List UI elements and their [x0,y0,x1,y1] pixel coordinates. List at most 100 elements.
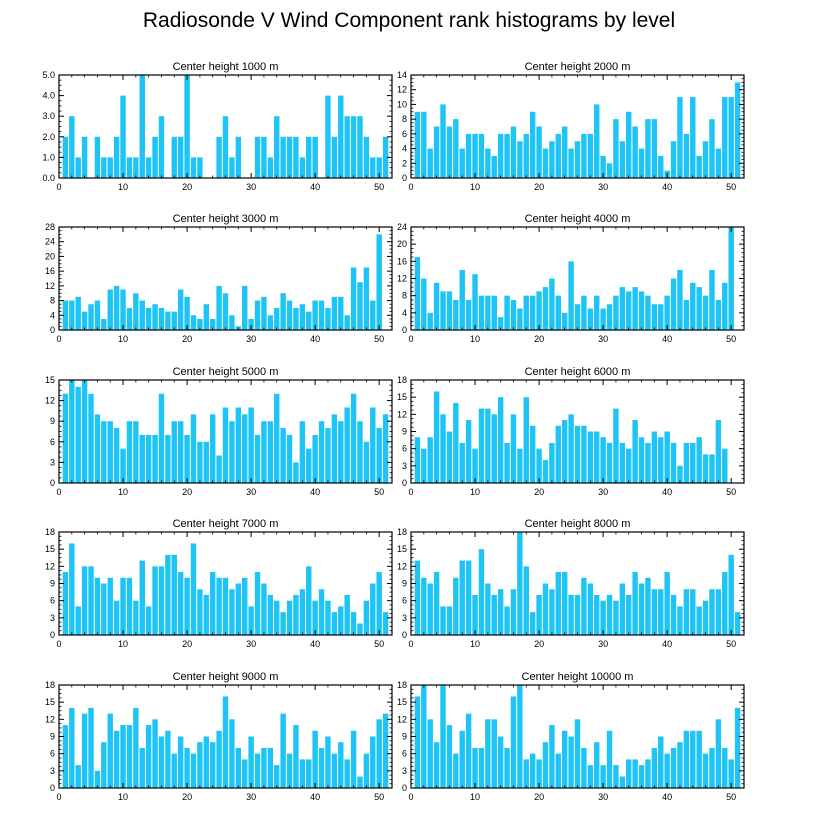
x-tick-label: 10 [118,334,128,344]
histogram-bar [235,136,242,178]
histogram-bar [120,289,126,330]
panel-title: Center height 5000 m [173,366,279,378]
histogram-bar [677,465,683,483]
histogram-bar [177,136,184,178]
y-tick-label: 16 [45,266,55,276]
histogram-bar [286,600,293,635]
histogram-bar [267,157,274,178]
histogram-bar [510,696,517,788]
histogram-bar [376,428,382,483]
histogram-bar [619,583,626,635]
histogram-panel: Center height 2000 m 0 10 20 30 40 50 0 2 4 6 8 10 12… [397,61,745,192]
histogram-bar [235,407,242,483]
histogram-bar [472,133,478,178]
y-tick-label: 2 [402,158,407,168]
x-tick-label: 0 [56,487,61,497]
y-tick-label: 3.0 [42,111,55,121]
histogram-bar [619,442,626,483]
histogram-bar [81,311,88,330]
histogram-bar [165,311,171,330]
histogram-bar [696,155,702,178]
histogram-bar [728,759,734,788]
y-tick-label: 16 [397,256,407,266]
panel-title: Center height 2000 m [525,61,631,73]
histogram-bar [453,299,459,330]
histogram-bar [561,730,568,788]
histogram-bar [184,577,190,635]
histogram-bar [222,293,229,330]
histogram-bar [529,295,536,330]
y-tick-label: 4 [402,144,407,154]
histogram-bar [177,736,184,788]
y-tick-label: 9 [402,579,407,589]
y-tick-label: 4 [50,310,55,320]
histogram-bar [561,420,568,483]
histogram-bar [658,736,664,788]
y-tick-label: 15 [397,392,407,402]
histogram-bar [286,753,293,788]
histogram-bar [677,269,683,330]
y-tick-label: 3 [50,457,55,467]
histogram-bar [626,759,632,788]
histogram-bar [683,589,690,635]
histogram-bar [190,414,197,483]
histogram-bar [75,386,81,483]
histogram-bar [606,594,613,635]
histogram-bar [325,736,331,788]
y-tick-label: 0 [50,630,55,640]
histogram-bar [677,606,683,635]
y-tick-label: 12 [397,561,407,571]
histogram-bar [286,136,293,178]
histogram-bar [702,600,709,635]
y-tick-label: 9 [50,416,55,426]
x-tick-label: 20 [182,487,192,497]
histogram-bar [478,408,485,483]
histogram-bar [177,421,184,483]
histogram-bar [478,747,485,788]
histogram-bar [696,730,702,788]
x-tick-label: 50 [726,334,736,344]
panel-title: Center height 3000 m [173,213,279,225]
histogram-bar [581,577,587,635]
histogram-bar [722,97,728,178]
histogram-bar [549,725,555,788]
histogram-bar [338,95,344,178]
histogram-bar [190,157,197,178]
y-tick-label: 12 [45,561,55,571]
y-tick-label: 12 [397,85,407,95]
histogram-bar [165,730,171,788]
histogram-bar [363,600,370,635]
histogram-bar [242,759,248,788]
histogram-bar [574,304,581,330]
histogram-bar [517,308,523,330]
histogram-bar [139,300,145,330]
histogram-bar [94,136,101,178]
y-tick-label: 6 [402,129,407,139]
histogram-bar [158,736,165,788]
histogram-bar [88,304,94,330]
y-tick-label: 15 [45,375,55,385]
histogram-bar [440,104,446,178]
y-tick-label: 0 [402,630,407,640]
histogram-bar [427,437,433,483]
histogram-bar [158,116,165,178]
histogram-bar [561,312,568,330]
histogram-bar [626,594,632,635]
x-tick-label: 10 [470,639,480,649]
histogram-bar [133,707,139,788]
histogram-bar [197,742,203,788]
histogram-bar [497,736,504,788]
histogram-bar [485,295,491,330]
histogram-bar [491,155,497,178]
histogram-bar [504,442,510,483]
histogram-bar [248,407,254,483]
histogram-bar [594,295,600,330]
histogram-bar [126,725,133,788]
histogram-bar [382,713,389,788]
histogram-bar [312,300,318,330]
histogram-bar [472,448,478,483]
histogram-bar [440,685,446,788]
histogram-bar [177,572,184,635]
histogram-bar [728,97,734,178]
histogram-bar [613,600,619,635]
